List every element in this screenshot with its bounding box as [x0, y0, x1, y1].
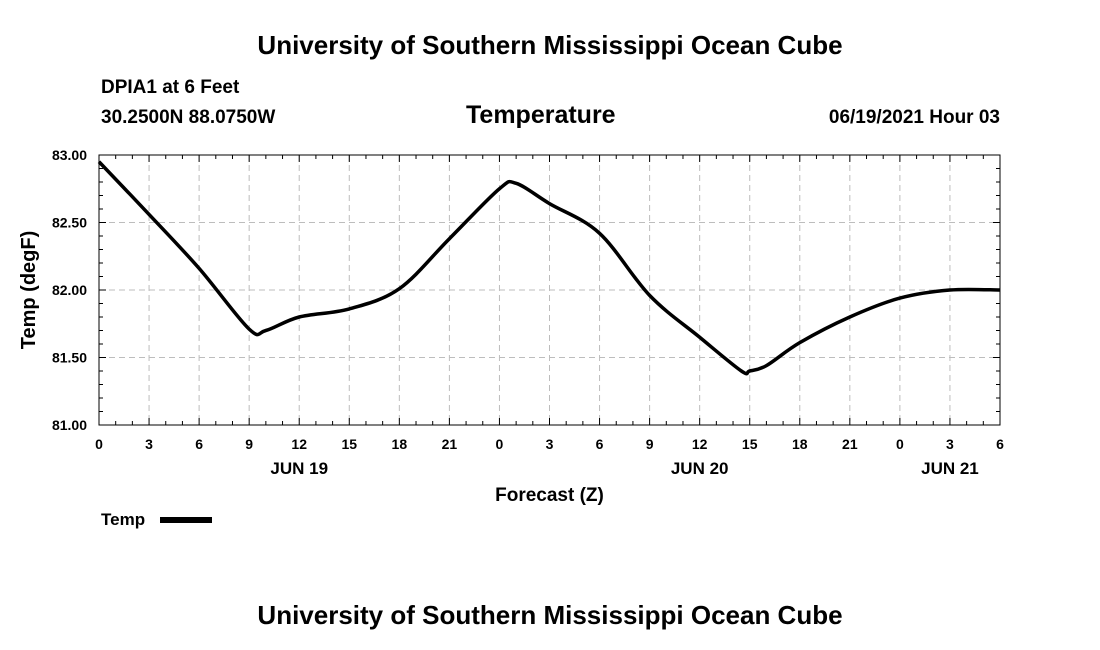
x-tick-label: 9 [646, 436, 654, 452]
x-tick-label: 21 [442, 436, 458, 452]
page-title-bottom: University of Southern Mississippi Ocean… [257, 600, 843, 630]
x-axis-label: Forecast (Z) [495, 485, 604, 506]
x-tick-label: 15 [742, 436, 758, 452]
x-tick-label: 3 [145, 436, 153, 452]
y-tick-label: 81.50 [52, 350, 87, 366]
x-tick-label: 3 [946, 436, 954, 452]
y-tick-label: 81.00 [52, 417, 87, 433]
x-tick-label: 15 [341, 436, 357, 452]
x-tick-label: 0 [896, 436, 904, 452]
date-label: JUN 20 [671, 459, 729, 478]
date-label: JUN 21 [921, 459, 979, 478]
date-label: JUN 19 [270, 459, 328, 478]
x-tick-label: 18 [792, 436, 808, 452]
forecast-issued-time: 06/19/2021 Hour 03 [828, 107, 1000, 128]
x-tick-label: 0 [496, 436, 504, 452]
y-axis-label: Temp (degF) [18, 231, 40, 350]
series-line-temp [97, 160, 1001, 376]
x-tick-label: 18 [392, 436, 408, 452]
y-tick-label: 82.00 [52, 282, 87, 298]
page-title-top: University of Southern Mississippi Ocean… [257, 30, 843, 60]
station-coordinates: 30.2500N 88.0750W [101, 107, 276, 128]
x-tick-label: 12 [291, 436, 307, 452]
x-tick-label: 0 [95, 436, 103, 452]
station-label: DPIA1 at 6 Feet [101, 77, 240, 98]
x-tick-label: 6 [596, 436, 604, 452]
y-tick-label: 83.00 [52, 147, 87, 163]
x-tick-label: 6 [195, 436, 203, 452]
legend-label: Temp [101, 510, 145, 529]
x-tick-label: 9 [245, 436, 253, 452]
y-tick-label: 82.50 [52, 215, 87, 231]
x-tick-label: 21 [842, 436, 858, 452]
x-tick-label: 3 [546, 436, 554, 452]
chart-title: Temperature [466, 101, 616, 129]
x-tick-label: 12 [692, 436, 708, 452]
x-tick-label: 6 [996, 436, 1004, 452]
